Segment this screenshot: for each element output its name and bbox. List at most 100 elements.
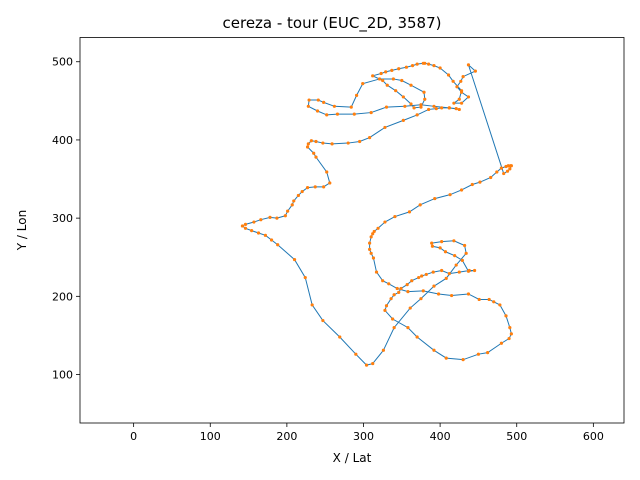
tour-city-point [410,279,414,283]
tour-city-point [368,135,372,140]
tour-city-point [393,214,397,219]
tour-city-point [432,284,436,288]
tour-city-point [361,82,365,86]
tour-city-point [240,224,245,228]
tour-city-point [419,105,423,109]
tour-city-point [447,272,451,276]
tour-city-point [290,203,294,207]
tour-city-point [383,220,387,224]
tour-city-point [332,104,336,108]
tour-city-point [358,139,362,144]
plot-area [80,37,624,423]
tour-city-point [489,175,493,180]
tour-city-point [453,254,457,258]
tour-city-point [368,247,372,252]
x-axis-label: X / Lat [333,451,372,465]
tour-city-point [444,356,448,360]
tour-city-point [451,79,455,83]
tour-city-point [427,107,431,112]
tour-city-point [415,113,419,117]
tour-city-point [276,243,280,247]
tour-city-point [459,79,463,83]
tour-city-point [506,164,510,168]
tour-city-point [443,250,448,254]
y-tick-label: 500 [52,56,73,69]
x-tick-label: 100 [200,430,221,443]
tour-city-point [498,303,502,307]
tour-city-point [394,89,398,93]
tour-city-point [283,214,287,218]
tour-city-point [395,286,399,291]
tour-city-point [371,74,375,78]
tour-city-point [401,95,405,99]
tour-city-point [467,268,471,273]
tour-city-point [369,110,373,115]
tour-city-point [381,279,385,283]
tour-city-point [424,272,428,277]
tour-city-point [259,218,263,222]
tour-city-point [383,125,387,130]
chart-title: cereza - tour (EUC_2D, 3587) [223,14,442,33]
tour-city-point [305,186,310,190]
tour-city-point [309,139,313,143]
tour-city-point [432,348,436,352]
x-tick-label: 400 [430,430,451,443]
tour-city-point [369,251,373,255]
tour-city-point [415,335,419,339]
tour-city-point [392,293,396,297]
tour-city-point [322,185,326,189]
y-axis-ticks: 100 200 300 400 500 [52,56,80,382]
tour-city-point [422,90,426,94]
tour-city-point [487,297,491,302]
tour-city-point [430,241,434,245]
tour-city-point [464,251,468,255]
tour-city-point [371,361,375,366]
tour-city-point [447,106,451,110]
tour-city-point [275,216,279,220]
tour-city-point [392,326,396,330]
tour-city-point [404,65,408,69]
tour-city-point [389,297,393,301]
tour-city-point [499,341,504,345]
tour-city-point [502,171,506,176]
tour-city-point [243,226,248,230]
tour-city-point [452,101,456,105]
tour-city-point [252,220,256,224]
tour-city-point [335,112,340,116]
tour-city-point [310,303,314,307]
tour-city-point [507,336,511,341]
tour-city-point [427,62,431,66]
tour-city-point [406,326,410,330]
plot-frame [79,37,625,424]
tour-city-point [286,209,290,213]
tour-city-point [440,268,444,273]
tour-city-point [470,182,474,187]
tour-city-point [459,89,464,93]
tour-city-point [330,142,334,146]
y-tick-label: 400 [52,134,73,147]
tour-city-point [403,104,407,108]
tour-city-point [444,276,448,280]
tour-city-point [418,203,422,207]
tour-city-point [476,352,481,356]
tour-city-point [472,268,477,273]
tour-city-point [421,61,425,65]
tour-city-point [296,193,300,198]
y-axis-label: Y / Lon [15,210,29,251]
tour-city-point [459,188,464,192]
tour-city-point [463,243,467,248]
tour-city-point [322,100,326,104]
tour-city-point [409,102,413,106]
tour-city-point [313,185,317,189]
tour-city-point [371,232,375,236]
tour-city-point [371,256,376,260]
tour-city-point [346,141,350,145]
tour-city-point [400,78,404,83]
tour-city-point [477,297,481,302]
x-tick-label: 200 [276,430,297,443]
tour-city-point [354,352,358,356]
tour-city-point [457,97,461,101]
tour-city-point [432,104,436,108]
tour-city-point [321,141,325,145]
tour-city-point [314,155,318,159]
